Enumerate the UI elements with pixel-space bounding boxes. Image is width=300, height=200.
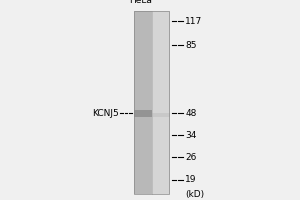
Bar: [134, 11, 169, 194]
Text: 26: 26: [185, 152, 197, 162]
Bar: [152, 11, 170, 194]
Bar: [134, 110, 152, 116]
Text: 19: 19: [185, 176, 197, 184]
Text: HeLa: HeLa: [130, 0, 152, 5]
Bar: [134, 11, 169, 194]
Text: (kD): (kD): [185, 190, 205, 200]
Text: 117: 117: [185, 17, 203, 25]
Bar: [134, 11, 152, 194]
Text: 48: 48: [185, 108, 197, 117]
Text: 34: 34: [185, 130, 197, 140]
Text: KCNJ5: KCNJ5: [92, 108, 118, 117]
Text: 85: 85: [185, 40, 197, 49]
Bar: [152, 113, 170, 116]
